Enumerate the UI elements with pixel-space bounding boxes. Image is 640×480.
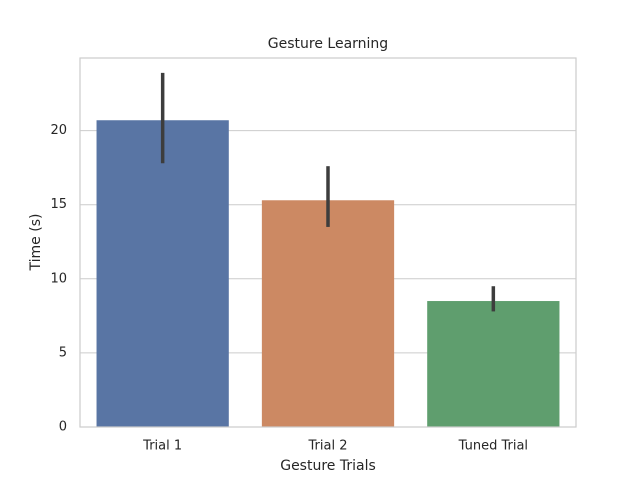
y-tick-label: 20 (50, 123, 67, 138)
bar (261, 200, 395, 427)
y-tick-label: 10 (50, 271, 67, 286)
y-tick-label: 5 (59, 345, 67, 360)
bar (427, 301, 560, 427)
x-tick-label: Trial 2 (308, 439, 348, 454)
y-tick-label: 0 (59, 420, 67, 435)
x-tick-label: Tuned Trial (458, 439, 528, 454)
plot-frame (79, 57, 577, 428)
bar (96, 120, 229, 427)
chart-title: Gesture Learning (268, 36, 388, 52)
y-tick-label: 15 (50, 197, 67, 212)
x-tick-label: Trial 1 (142, 439, 182, 454)
x-axis-label: Gesture Trials (280, 458, 376, 474)
y-axis-label: Time (s) (28, 214, 44, 272)
